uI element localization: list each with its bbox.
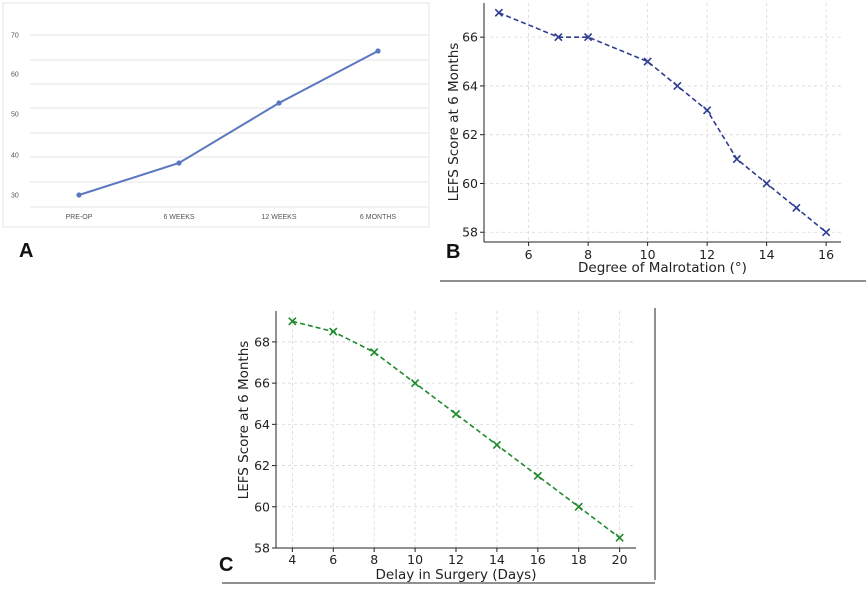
panel-c-point-8-stroke-2 bbox=[615, 533, 624, 542]
panel-b-point-7-stroke-2 bbox=[762, 179, 771, 188]
panel-c-xtick-label: 12 bbox=[448, 552, 464, 567]
panel-c-point-8 bbox=[615, 533, 624, 542]
panel-c-point-5 bbox=[492, 440, 502, 450]
panel-a-ytick: 30 bbox=[11, 193, 19, 200]
panel-c-xlabel: Delay in Surgery (Days) bbox=[376, 567, 537, 583]
panel-c-ytick-label: 60 bbox=[254, 499, 270, 514]
panel-c-point-5-stroke-2 bbox=[492, 440, 502, 450]
panel-a-ytick: 50 bbox=[11, 112, 19, 119]
panel-a-xtick: 6 WEEKS bbox=[163, 214, 194, 221]
panel-c-point-6 bbox=[533, 471, 542, 481]
panel-a-frame bbox=[2, 2, 430, 228]
panel-a-ytick: 70 bbox=[11, 33, 19, 40]
panel-b-point-2-stroke-2 bbox=[583, 32, 593, 42]
panel-b-series-line bbox=[498, 12, 827, 233]
panel-c-ytick-label: 68 bbox=[254, 334, 270, 349]
panel-b-point-1-stroke-2 bbox=[554, 32, 563, 42]
panel-a-letter: A bbox=[19, 240, 33, 262]
panel-b-point-0 bbox=[494, 8, 504, 17]
panel-a: 70 60 50 40 30 PRE-OP 6 WEEKS 12 WEEKS 6 MONTHS bbox=[11, 33, 428, 221]
panel-c-point-0 bbox=[288, 317, 297, 326]
panel-b-xtick-label: 10 bbox=[640, 247, 656, 262]
panel-b-point-8-stroke-2 bbox=[792, 203, 801, 213]
panel-b-point-5 bbox=[702, 106, 712, 115]
panel-b-point-2 bbox=[583, 32, 593, 42]
panel-c-ytick-label: 62 bbox=[254, 458, 270, 473]
panel-b-xlabel: Degree of Malrotation (°) bbox=[578, 260, 747, 276]
panel-b-xtick-label: 8 bbox=[584, 247, 592, 262]
panel-b-xtick-label: 12 bbox=[699, 247, 715, 262]
panel-a-ytick: 60 bbox=[11, 72, 19, 79]
panel-b-point-3-stroke-2 bbox=[643, 57, 652, 66]
panel-b-ylabel: LEFS Score at 6 Months bbox=[446, 43, 462, 202]
panel-c-point-3 bbox=[410, 378, 420, 388]
panel-c-point-2-stroke-2 bbox=[370, 348, 379, 357]
panel-c-xtick-label: 8 bbox=[370, 552, 378, 567]
panel-b-point-5-stroke-2 bbox=[702, 106, 712, 115]
panel-b-point-4 bbox=[673, 81, 682, 91]
panel-b-point-0-stroke-2 bbox=[494, 8, 504, 17]
panel-a-ytick: 40 bbox=[11, 153, 19, 160]
panel-a-xtick: 12 WEEKS bbox=[261, 214, 296, 221]
panel-a-point-2 bbox=[276, 100, 282, 106]
panel-c-xtick-label: 18 bbox=[571, 552, 587, 567]
panel-b-ytick-label: 60 bbox=[462, 176, 478, 191]
panel-a-point-0 bbox=[76, 192, 82, 198]
panel-b-xtick-label: 16 bbox=[818, 247, 834, 262]
panel-b-ytick-label: 62 bbox=[462, 127, 478, 142]
panel-b-xtick-label: 14 bbox=[759, 247, 775, 262]
panel-c-point-1-stroke-2 bbox=[329, 327, 338, 336]
panel-b-point-6-stroke-2 bbox=[732, 154, 742, 164]
panel-c-letter: C bbox=[219, 554, 233, 576]
panel-c-point-4 bbox=[451, 409, 461, 419]
panel-b-ytick-label: 66 bbox=[462, 30, 478, 45]
panel-c-ylabel: LEFS Score at 6 Months bbox=[236, 341, 252, 500]
panel-a-series-line bbox=[78, 50, 379, 196]
panel-c-point-6-stroke-2 bbox=[533, 471, 542, 481]
panel-c-ytick-label: 58 bbox=[254, 541, 270, 556]
panel-c-point-7 bbox=[574, 502, 583, 511]
panel-c-xtick-label: 20 bbox=[612, 552, 628, 567]
panel-b-xtick-label: 6 bbox=[525, 247, 533, 262]
panel-a-point-1 bbox=[176, 160, 182, 166]
panel-a-point-3 bbox=[375, 48, 381, 54]
panel-b-point-3 bbox=[643, 57, 652, 66]
panel-c-point-3-stroke-2 bbox=[410, 378, 420, 388]
panel-b-ytick-label: 64 bbox=[462, 78, 478, 93]
panel-c-ytick-label: 66 bbox=[254, 376, 270, 391]
panel-c-ytick-label: 64 bbox=[254, 417, 270, 432]
panel-b-letter: B bbox=[446, 241, 460, 263]
panel-b-point-1 bbox=[554, 32, 563, 42]
panel-c-point-0-stroke-2 bbox=[288, 317, 297, 326]
panel-c-point-2 bbox=[370, 348, 379, 357]
panel-c-xtick-label: 6 bbox=[329, 552, 337, 567]
panel-c-point-1 bbox=[329, 327, 338, 336]
panel-c-xtick-label: 16 bbox=[530, 552, 546, 567]
panel-b-point-9 bbox=[821, 228, 831, 237]
panel-b-point-4-stroke-2 bbox=[673, 81, 682, 91]
panel-b: 6 8 10 12 14 16 58 60 62 64 66 Degree of Malrotatio… bbox=[446, 3, 841, 276]
panel-c-xtick-label: 14 bbox=[489, 552, 505, 567]
panel-b-ytick-label: 58 bbox=[462, 225, 478, 240]
panel-a-xtick: 6 MONTHS bbox=[360, 214, 397, 221]
panel-c-point-4-stroke-2 bbox=[451, 409, 461, 419]
panel-b-point-9-stroke-2 bbox=[821, 228, 831, 237]
panel-b-point-8 bbox=[792, 203, 801, 213]
panel-c-point-7-stroke-2 bbox=[574, 502, 583, 511]
panel-c-xtick-label: 10 bbox=[407, 552, 423, 567]
panel-c-series-line bbox=[292, 320, 621, 539]
panel-b-point-6 bbox=[732, 154, 742, 164]
panel-a-xtick: PRE-OP bbox=[66, 214, 93, 221]
panel-b-point-7 bbox=[762, 179, 771, 188]
panel-c-xtick-label: 4 bbox=[288, 552, 296, 567]
